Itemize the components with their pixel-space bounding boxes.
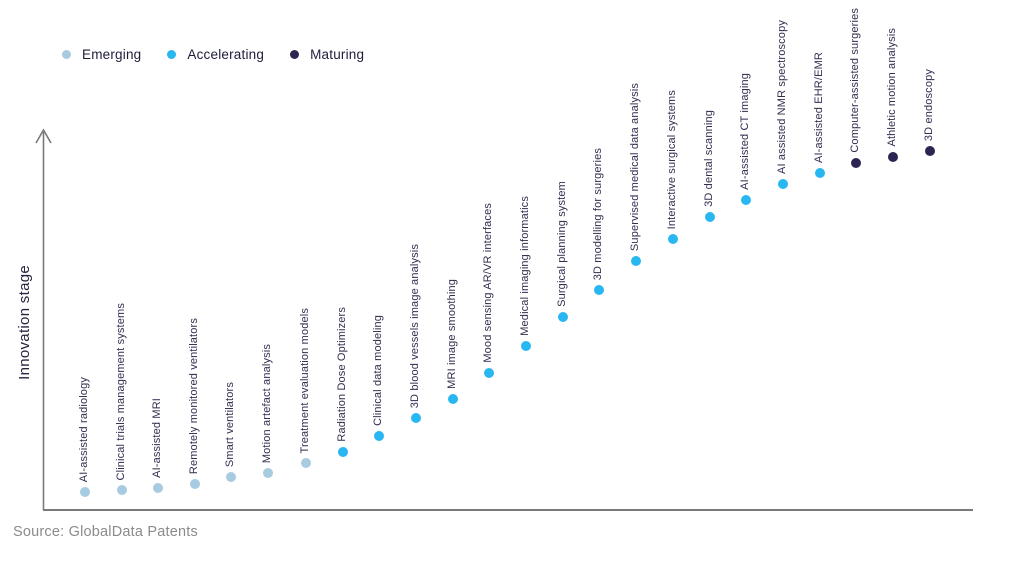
data-point-label: AI-assisted MRI <box>151 398 163 478</box>
data-point-dot <box>521 341 531 351</box>
data-point-label: Treatment evaluation models <box>299 307 311 454</box>
data-point-label: MRI image smoothing <box>446 279 458 389</box>
data-point-dot <box>117 485 127 495</box>
legend: Emerging Accelerating Maturing <box>62 47 364 62</box>
data-point-dot <box>558 312 568 322</box>
data-point-dot <box>226 472 236 482</box>
data-point-dot <box>374 431 384 441</box>
legend-item: Accelerating <box>167 47 264 62</box>
data-point-dot <box>631 256 641 266</box>
legend-item-label: Maturing <box>310 47 365 62</box>
data-point-dot <box>594 285 604 295</box>
data-point-dot <box>778 179 788 189</box>
data-point-label: Motion artefact analysis <box>261 343 273 463</box>
data-point-dot <box>301 458 311 468</box>
data-point-label: AI assisted NMR spectroscopy <box>776 20 788 174</box>
source-note: Source: GlobalData Patents <box>13 524 198 540</box>
data-point-dot <box>888 152 898 162</box>
data-point-label: Supervised medical data analysis <box>629 82 641 251</box>
data-point-dot <box>741 195 751 205</box>
data-point-label: 3D dental scanning <box>703 110 715 207</box>
data-point-label: AI-assisted CT imaging <box>739 73 751 190</box>
legend-item-label: Emerging <box>82 47 142 62</box>
data-point-dot <box>263 468 273 478</box>
data-point-dot <box>338 447 348 457</box>
data-point-label: Clinical data modeling <box>372 315 384 426</box>
data-point-label: Athletic motion analysis <box>886 28 898 147</box>
data-point-dot <box>448 394 458 404</box>
data-point-label: Remotely monitored ventilators <box>188 317 200 474</box>
data-point-dot <box>80 487 90 497</box>
data-point-dot <box>668 234 678 244</box>
data-point-label: Clinical trials management systems <box>115 302 127 481</box>
data-point-label: Medical imaging informatics <box>519 196 531 336</box>
data-point-label: AI-assisted EHR/EMR <box>813 51 825 163</box>
data-point-label: Mood sensing AR/VR interfaces <box>482 203 494 363</box>
data-point-dot <box>153 483 163 493</box>
data-point-label: 3D endoscopy <box>923 68 935 141</box>
data-point-dot <box>815 168 825 178</box>
data-point-dot <box>190 479 200 489</box>
data-point-label: Surgical planning system <box>556 181 568 307</box>
legend-dot-icon <box>167 50 177 59</box>
data-point-label: Computer-assisted surgeries <box>849 8 861 153</box>
legend-dot-icon <box>62 50 71 59</box>
data-point-dot <box>851 158 861 168</box>
legend-item: Emerging <box>62 47 141 62</box>
data-point-label: 3D blood vessels image analysis <box>409 243 421 408</box>
data-point-dot <box>411 413 421 423</box>
data-point-label: 3D modelling for surgeries <box>592 147 604 280</box>
legend-item: Maturing <box>290 47 364 62</box>
legend-item-label: Accelerating <box>187 47 265 62</box>
data-point-label: AI-assisted radiology <box>78 376 90 482</box>
data-point-label: Radiation Dose Optimizers <box>336 307 348 442</box>
data-point-label: Interactive surgical systems <box>666 89 678 229</box>
data-point-dot <box>705 212 715 222</box>
data-point-dot <box>484 368 494 378</box>
legend-dot-icon <box>290 50 300 59</box>
data-point-dot <box>925 146 935 156</box>
data-point-label: Smart ventilators <box>224 381 236 467</box>
